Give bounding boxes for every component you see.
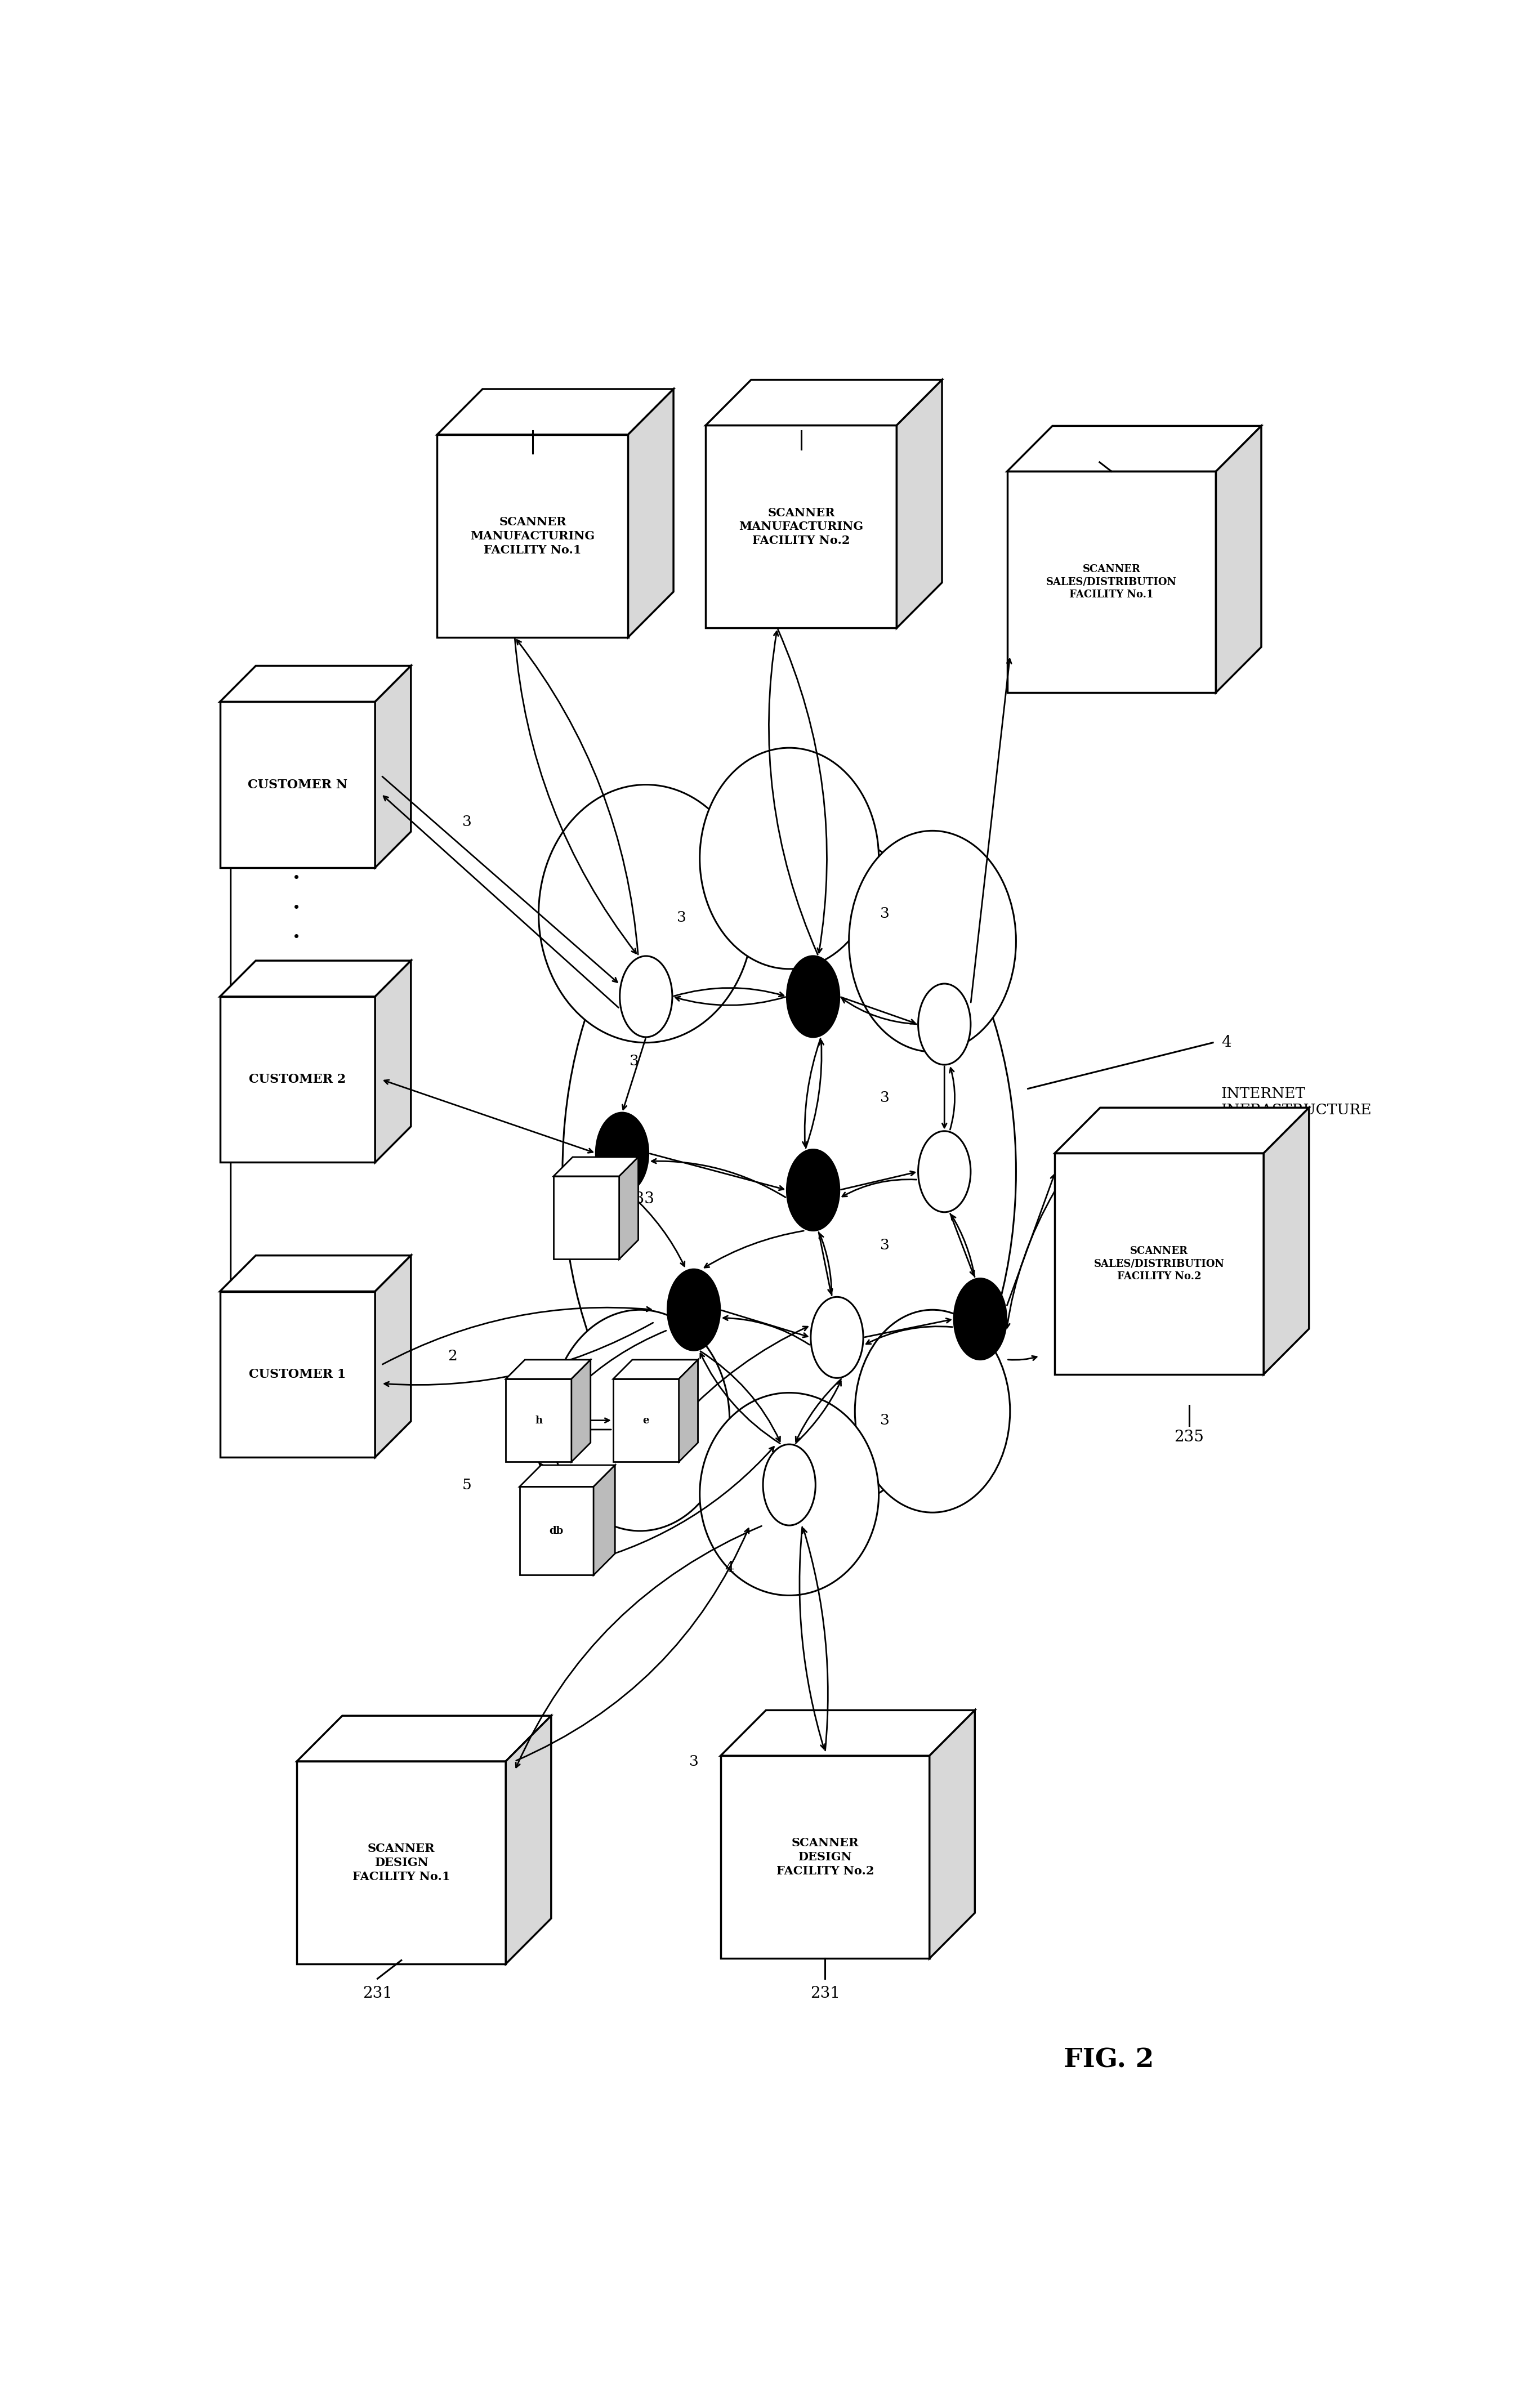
Polygon shape [220,995,376,1163]
Polygon shape [1055,1153,1264,1374]
Text: 234: 234 [517,402,548,416]
Text: e: e [642,1414,650,1426]
Polygon shape [220,701,376,869]
Text: CUSTOMER 2: CUSTOMER 2 [249,1074,346,1086]
Polygon shape [619,1158,638,1259]
Text: 3: 3 [879,1414,890,1426]
Polygon shape [593,1465,614,1575]
Circle shape [596,1113,648,1194]
Text: 4: 4 [1221,1036,1230,1051]
Text: 1: 1 [225,1070,236,1089]
Polygon shape [505,1378,571,1462]
Polygon shape [1055,1108,1309,1153]
Polygon shape [679,1359,698,1462]
Polygon shape [571,1359,590,1462]
Text: h: h [534,1414,542,1426]
Text: SCANNER
SALES/DISTRIBUTION
FACILITY No.2: SCANNER SALES/DISTRIBUTION FACILITY No.2 [1093,1247,1224,1280]
Polygon shape [896,380,942,627]
Polygon shape [505,1716,551,1965]
Polygon shape [1007,426,1261,471]
Circle shape [918,984,970,1065]
Polygon shape [376,1256,411,1457]
Ellipse shape [699,749,879,969]
Text: 231: 231 [810,1986,839,2001]
Ellipse shape [849,830,1016,1053]
Text: 3: 3 [879,1237,890,1252]
Polygon shape [297,1716,551,1761]
Polygon shape [613,1378,679,1462]
Polygon shape [376,665,411,869]
Text: 235: 235 [1173,1429,1204,1445]
Polygon shape [705,380,942,426]
Polygon shape [437,436,628,637]
Polygon shape [220,665,411,701]
Text: SCANNER
MANUFACTURING
FACILITY No.1: SCANNER MANUFACTURING FACILITY No.1 [470,517,594,555]
Text: 3: 3 [678,909,687,924]
Polygon shape [437,390,673,436]
Polygon shape [705,426,896,627]
Text: db: db [550,1527,564,1536]
Polygon shape [628,390,673,637]
Text: FIG. 2: FIG. 2 [1064,2046,1153,2072]
Text: 234: 234 [787,402,816,416]
Text: 2: 2 [448,1350,457,1364]
Circle shape [810,1297,864,1378]
Text: CUSTOMER N: CUSTOMER N [248,778,348,790]
Text: SCANNER
SALES/DISTRIBUTION
FACILITY No.1: SCANNER SALES/DISTRIBUTION FACILITY No.1 [1046,565,1177,601]
Polygon shape [220,1292,376,1457]
Circle shape [667,1268,721,1350]
Text: 3: 3 [879,907,890,921]
Polygon shape [297,1761,505,1965]
Text: SCANNER
MANUFACTURING
FACILITY No.2: SCANNER MANUFACTURING FACILITY No.2 [739,507,864,546]
Circle shape [762,1445,816,1524]
Polygon shape [220,1256,411,1292]
Circle shape [953,1278,1007,1359]
Text: 3: 3 [630,1053,639,1067]
Polygon shape [505,1359,590,1378]
Circle shape [787,957,839,1036]
Polygon shape [519,1486,593,1575]
Text: 231: 231 [362,1986,393,2001]
Circle shape [918,1132,970,1213]
Polygon shape [553,1158,638,1177]
Polygon shape [1264,1108,1309,1374]
Polygon shape [553,1177,619,1259]
Polygon shape [1007,471,1217,692]
Text: 233: 233 [625,1192,654,1206]
Polygon shape [376,960,411,1163]
Text: 3: 3 [879,1091,890,1106]
Text: 235: 235 [1084,433,1115,450]
Text: SCANNER
DESIGN
FACILITY No.1: SCANNER DESIGN FACILITY No.1 [353,1843,450,1883]
Text: 4: 4 [725,1560,735,1575]
Text: 3: 3 [688,1754,699,1768]
Polygon shape [721,1756,930,1957]
Polygon shape [220,960,411,995]
Polygon shape [930,1711,975,1957]
Circle shape [787,1149,839,1230]
Text: 3: 3 [462,814,471,828]
Ellipse shape [855,1309,1010,1512]
Text: CUSTOMER 1: CUSTOMER 1 [249,1369,346,1381]
Polygon shape [613,1359,698,1378]
Circle shape [619,957,673,1036]
Ellipse shape [562,821,1016,1522]
Ellipse shape [539,785,753,1043]
Ellipse shape [699,1393,879,1596]
Ellipse shape [551,1309,730,1532]
Text: 5: 5 [462,1479,471,1491]
Polygon shape [721,1711,975,1756]
Text: INTERNET
INFRASTRUCTURE: INTERNET INFRASTRUCTURE [1221,1086,1372,1118]
Text: SCANNER
DESIGN
FACILITY No.2: SCANNER DESIGN FACILITY No.2 [776,1838,873,1876]
Polygon shape [519,1465,614,1486]
Polygon shape [1217,426,1261,692]
